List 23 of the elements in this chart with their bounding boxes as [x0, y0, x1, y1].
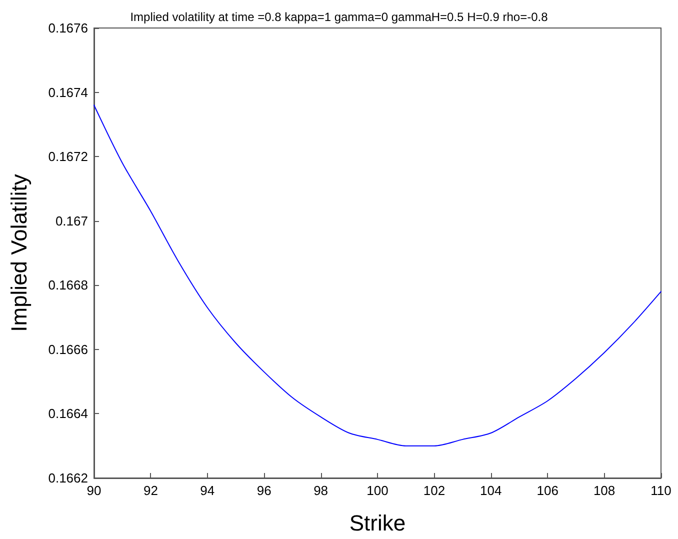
- line-series: [94, 104, 662, 446]
- y-tick-label: 0.167: [55, 213, 88, 228]
- x-tick-label: 102: [423, 483, 446, 498]
- y-tick-label: 0.1664: [48, 406, 88, 422]
- x-tick-label: 108: [593, 483, 616, 498]
- x-tick-label: 100: [366, 483, 388, 498]
- y-tick-label: 0.1674: [48, 84, 88, 100]
- y-axis-title: Implied Volatility: [6, 174, 32, 332]
- x-tick-label: 106: [536, 483, 558, 498]
- y-tick-label: 0.1672: [48, 149, 88, 164]
- x-tick-label: 90: [86, 483, 102, 498]
- x-tick-label: 96: [256, 483, 272, 498]
- x-tick-label: 98: [314, 483, 328, 498]
- x-axis-title: Strike: [349, 510, 406, 536]
- x-tick-label: 110: [650, 483, 672, 498]
- chart-title: Implied volatility at time =0.8 kappa=1 gamma=0 gammaH=0.5 H=0.9 rho=-0.8: [130, 10, 548, 24]
- x-tick-label: 92: [143, 483, 158, 498]
- x-tick-label: 104: [480, 483, 502, 498]
- y-tick-label: 0.1666: [48, 342, 88, 357]
- y-tick-label: 0.1668: [48, 278, 88, 293]
- y-tick-label: 0.1676: [48, 20, 88, 36]
- y-tick-label: 0.1662: [48, 470, 88, 486]
- x-tick-label: 94: [200, 483, 215, 498]
